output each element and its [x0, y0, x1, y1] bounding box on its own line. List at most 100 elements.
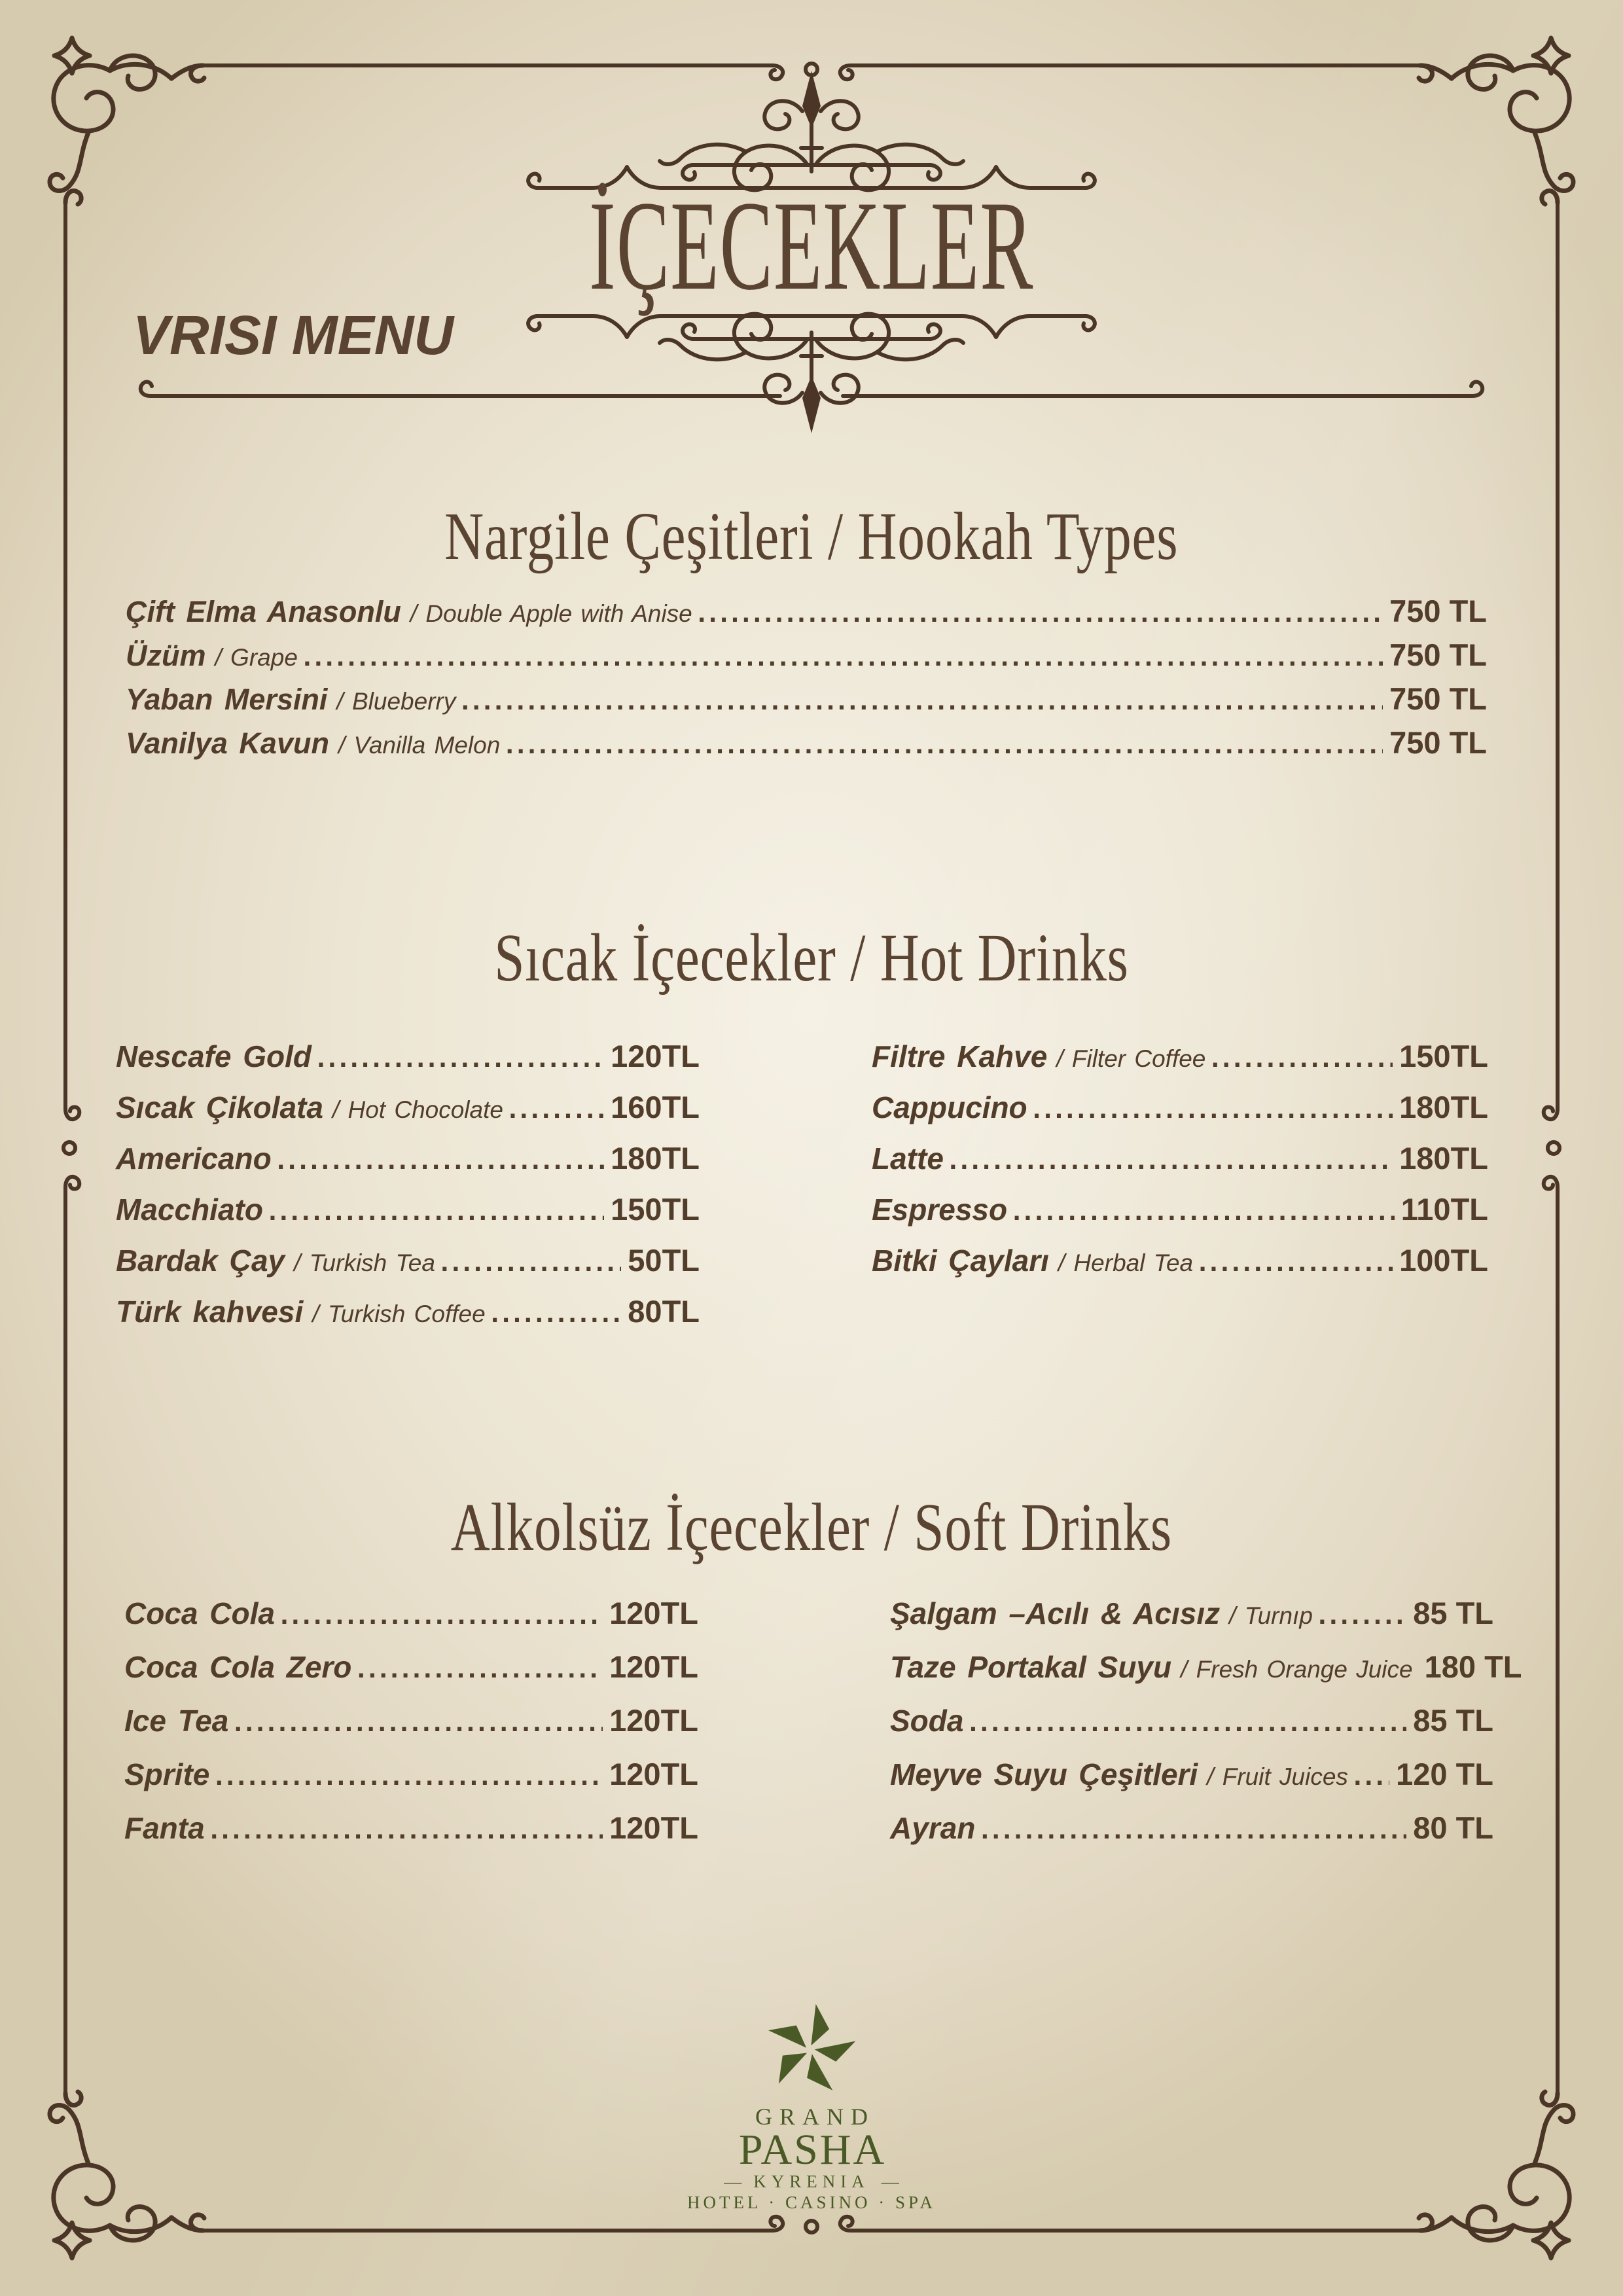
dot-leader	[949, 1149, 1393, 1175]
item-price: 120TL	[611, 1039, 700, 1073]
menu-item-row: Macchiato 150TL	[116, 1191, 700, 1242]
dash-right: —	[881, 2172, 899, 2191]
menu-item-row: Meyve Suyu Çeşitleri / Fruit Juices 120 TL	[890, 1756, 1493, 1810]
menu-item-row: Şalgam –Acılı & Acısız / Turnıp 85 TL	[890, 1595, 1493, 1649]
menu-item-row: Bitki Çayları / Herbal Tea 100TL	[872, 1242, 1488, 1293]
item-name: Şalgam –Acılı & Acısız	[890, 1596, 1221, 1630]
item-price: 120TL	[609, 1810, 698, 1845]
item-price: 120TL	[609, 1596, 698, 1630]
item-name: Sıcak Çikolata	[116, 1090, 323, 1124]
item-name: Fanta	[124, 1811, 205, 1845]
dot-leader	[280, 1604, 603, 1630]
dot-leader	[1318, 1604, 1406, 1630]
section-title-soft-drinks: Alkolsüz İçecekler / Soft Drinks	[450, 1490, 1173, 1565]
page-title-wrap: İÇECEKLER	[0, 182, 1623, 310]
item-price: 85 TL	[1413, 1596, 1493, 1630]
item-name: Macchiato	[116, 1193, 263, 1227]
item-price: 180TL	[1399, 1141, 1488, 1175]
menu-item-row: Sıcak Çikolata / Hot Chocolate 160TL	[116, 1089, 700, 1140]
item-name: Vanilya Kavun	[126, 726, 329, 760]
item-price: 85 TL	[1413, 1703, 1493, 1738]
dot-leader	[277, 1149, 604, 1175]
menu-item-row: Üzüm / Grape 750 TL	[126, 637, 1487, 681]
menu-item-row: Taze Portakal Suyu / Fresh Orange Juice 18…	[890, 1649, 1522, 1702]
item-price: 750 TL	[1389, 725, 1487, 760]
item-name: Cappucino	[872, 1090, 1027, 1124]
item-name: Ayran	[890, 1811, 976, 1845]
item-price: 120TL	[609, 1703, 698, 1738]
item-name-english: / Hot Chocolate	[332, 1096, 503, 1123]
soft-drinks-column-right: Şalgam –Acılı & Acısız/ Turnıp85 TLTaze …	[890, 1595, 1522, 1863]
item-price: 180TL	[1399, 1090, 1488, 1124]
page-title: İÇECEKLER	[589, 175, 1034, 317]
dot-leader	[491, 1302, 622, 1328]
item-name: Latte	[872, 1141, 944, 1175]
dot-leader	[980, 1818, 1406, 1844]
item-name: Soda	[890, 1704, 964, 1738]
dot-leader	[969, 1711, 1406, 1737]
menu-item-row: Filtre Kahve / Filter Coffee 150TL	[872, 1038, 1488, 1089]
menu-item-row: Soda 85 TL	[890, 1702, 1493, 1756]
item-price: 750 TL	[1389, 637, 1487, 672]
item-price: 50TL	[628, 1243, 700, 1278]
item-name: Bitki Çayları	[872, 1244, 1049, 1278]
item-name-english: / Fruit Juices	[1207, 1763, 1348, 1790]
brand-label: VRISI MENU	[133, 304, 454, 366]
item-name-english: / Filter Coffee	[1056, 1045, 1206, 1072]
dot-leader	[268, 1200, 604, 1226]
logo-text-pasha: PASHA	[738, 2126, 887, 2174]
dot-leader	[234, 1711, 603, 1737]
logo-text-kyrenia: — KYRENIA —	[724, 2172, 899, 2191]
menu-item-row: Cappucino 180TL	[872, 1089, 1488, 1140]
item-name: Üzüm	[126, 639, 206, 672]
soft-drinks-column-left: Coca Cola120TLCoca Cola Zero120TLIce Tea…	[124, 1595, 698, 1863]
item-name: Coca Cola Zero	[124, 1650, 352, 1684]
item-name-english: / Herbal Tea	[1058, 1249, 1194, 1276]
item-name: Çift Elma Anasonlu	[126, 595, 401, 628]
menu-item-row: Coca Cola Zero 120TL	[124, 1649, 698, 1702]
menu-item-row: Ice Tea 120TL	[124, 1702, 698, 1756]
dot-leader	[317, 1047, 604, 1073]
menu-item-row: Nescafe Gold 120TL	[116, 1038, 700, 1089]
item-name: Sprite	[124, 1757, 210, 1791]
item-name: Türk kahvesi	[116, 1295, 304, 1329]
item-name-english: / Turkish Tea	[294, 1249, 435, 1276]
dot-leader	[1033, 1098, 1393, 1124]
item-name: Americano	[116, 1141, 272, 1175]
item-name: Filtre Kahve	[872, 1039, 1048, 1073]
menu-item-row: Ayran 80 TL	[890, 1810, 1493, 1863]
item-price: 120 TL	[1396, 1757, 1493, 1791]
dash-left: —	[724, 2172, 742, 2191]
dot-leader	[357, 1657, 603, 1683]
item-name-english: / Fresh Orange Juice	[1181, 1656, 1413, 1683]
dot-leader	[698, 601, 1383, 628]
dot-leader	[1012, 1200, 1395, 1226]
menu-item-row: Vanilya Kavun / Vanilla Melon 750 TL	[126, 725, 1487, 768]
item-name: Espresso	[872, 1193, 1008, 1227]
item-name-english: / Turnıp	[1229, 1602, 1313, 1629]
item-name-english: / Double Apple with Anise	[410, 600, 692, 627]
item-price: 750 TL	[1389, 681, 1487, 716]
item-name: Ice Tea	[124, 1704, 229, 1738]
menu-item-row: Fanta 120TL	[124, 1810, 698, 1863]
menu-item-row: Americano 180TL	[116, 1140, 700, 1191]
item-price: 150TL	[611, 1192, 700, 1227]
item-price: 180TL	[611, 1141, 700, 1175]
item-name: Coca Cola	[124, 1596, 275, 1630]
menu-item-row: Türk kahvesi / Turkish Coffee 80TL	[116, 1293, 700, 1344]
item-name-english: / Vanilla Melon	[338, 732, 501, 759]
dot-leader	[210, 1818, 603, 1844]
menu-item-row: Yaban Mersini / Blueberry 750 TL	[126, 681, 1487, 725]
dot-leader	[303, 645, 1383, 672]
dot-leader	[508, 1098, 604, 1124]
pasha-star-icon	[768, 2003, 856, 2090]
item-name: Meyve Suyu Çeşitleri	[890, 1757, 1198, 1791]
item-price: 160TL	[611, 1090, 700, 1124]
hot-drinks-column-left: Nescafe Gold 120TL Sıcak Çikolata / Hot Cho…	[116, 1038, 700, 1344]
item-price: 110TL	[1400, 1192, 1488, 1227]
item-name-english: / Turkish Coffee	[312, 1300, 486, 1327]
logo-text-grand: GRAND	[755, 2104, 875, 2130]
item-price: 750 TL	[1389, 594, 1487, 628]
dot-leader	[1211, 1047, 1393, 1073]
